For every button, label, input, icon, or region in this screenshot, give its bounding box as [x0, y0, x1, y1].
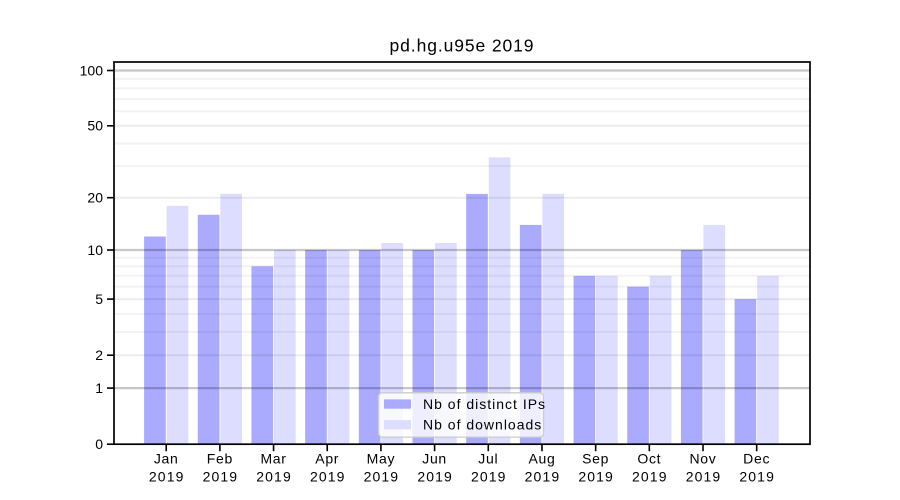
svg-text:2019: 2019: [149, 469, 185, 485]
svg-text:Aug: Aug: [528, 451, 555, 467]
svg-text:2019: 2019: [471, 469, 507, 485]
svg-text:2019: 2019: [203, 469, 239, 485]
svg-text:2019: 2019: [256, 469, 292, 485]
svg-text:pd.hg.u95e 2019: pd.hg.u95e 2019: [390, 36, 535, 56]
svg-text:2019: 2019: [525, 469, 561, 485]
svg-text:50: 50: [87, 118, 103, 134]
svg-text:Jun: Jun: [422, 451, 447, 467]
svg-text:2019: 2019: [739, 469, 775, 485]
svg-text:1: 1: [95, 380, 103, 396]
svg-text:Oct: Oct: [637, 451, 661, 467]
svg-text:Nb of distinct IPs: Nb of distinct IPs: [423, 396, 546, 412]
svg-text:Feb: Feb: [207, 451, 233, 467]
svg-text:Dec: Dec: [743, 451, 770, 467]
svg-text:Mar: Mar: [260, 451, 286, 467]
svg-text:10: 10: [87, 242, 103, 258]
svg-text:Jan: Jan: [154, 451, 179, 467]
svg-text:20: 20: [87, 190, 103, 206]
svg-text:2019: 2019: [310, 469, 346, 485]
svg-text:Apr: Apr: [315, 451, 339, 467]
svg-text:5: 5: [95, 291, 103, 307]
svg-text:Sep: Sep: [582, 451, 609, 467]
svg-text:2019: 2019: [417, 469, 453, 485]
svg-text:0: 0: [95, 436, 103, 452]
svg-text:Nb of downloads: Nb of downloads: [423, 417, 542, 433]
svg-text:2019: 2019: [364, 469, 400, 485]
svg-text:Jul: Jul: [478, 451, 498, 467]
svg-text:Nov: Nov: [690, 451, 717, 467]
svg-text:2: 2: [95, 347, 103, 363]
svg-text:2019: 2019: [686, 469, 722, 485]
svg-text:2019: 2019: [578, 469, 614, 485]
svg-text:2019: 2019: [632, 469, 668, 485]
svg-text:May: May: [367, 451, 396, 467]
svg-text:100: 100: [80, 62, 104, 78]
